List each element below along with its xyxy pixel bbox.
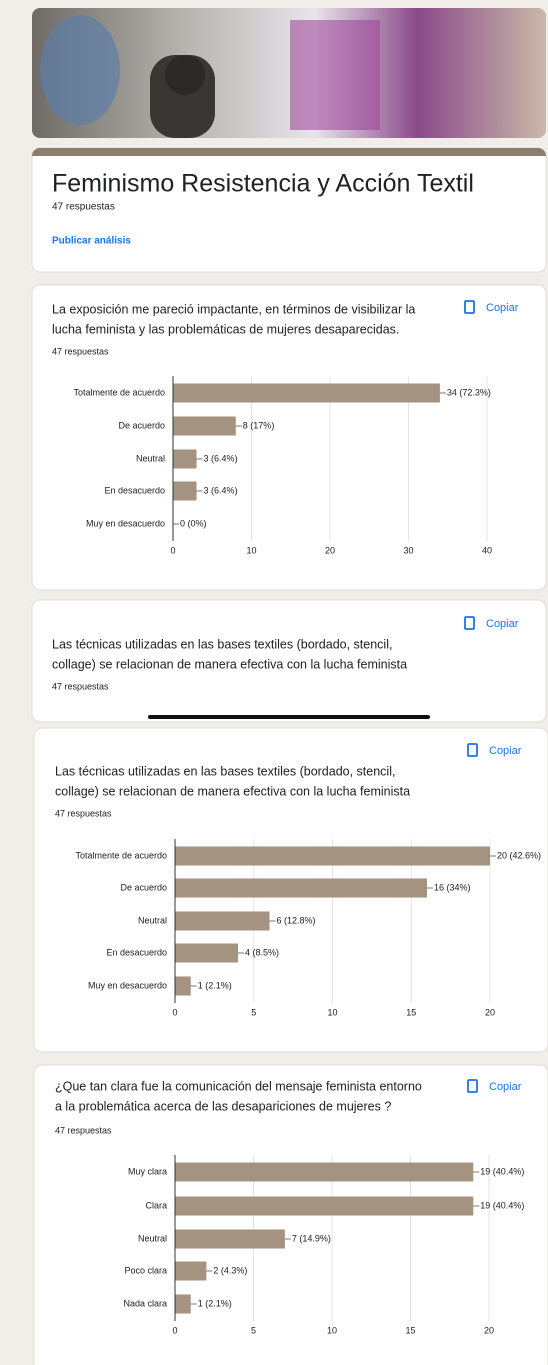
value-label: 19 (40.4%) — [480, 1200, 524, 1210]
bar — [175, 846, 490, 866]
value-label: 20 (42.6%) — [497, 850, 541, 860]
value-label: 0 (0%) — [180, 518, 207, 528]
question-title: a la problemática acerca de las desapari… — [55, 1099, 391, 1113]
question-title: La exposición me pareció impactante, en … — [52, 302, 415, 316]
bar — [173, 383, 440, 403]
value-label: 4 (8.5%) — [245, 947, 279, 957]
value-label: 6 (12.8%) — [277, 915, 316, 925]
bar — [175, 911, 270, 931]
category-label: Muy en desacuerdo — [88, 980, 167, 990]
bar — [175, 976, 191, 996]
bar — [173, 416, 236, 436]
copy-button[interactable]: Copiar — [489, 745, 522, 757]
x-tick-label: 20 — [325, 545, 335, 555]
card — [31, 284, 547, 591]
category-label: En desacuerdo — [106, 947, 167, 957]
response-count: 47 respuestas — [55, 1125, 112, 1135]
bar — [175, 1294, 191, 1314]
question-card: Copiar Las técnicas utilizadas en las bas… — [33, 727, 548, 1053]
x-tick-label: 5 — [251, 1007, 256, 1017]
bar — [175, 1162, 474, 1182]
bar — [173, 449, 197, 469]
x-tick-label: 10 — [246, 545, 256, 555]
category-label: Clara — [145, 1200, 167, 1210]
question-title: collage) se relacionan de manera efectiv… — [52, 657, 407, 671]
copy-icon[interactable] — [467, 743, 478, 757]
bar — [175, 878, 427, 898]
value-label: 3 (6.4%) — [204, 485, 238, 495]
question-card: Copiar Las técnicas utilizadas en las bas… — [31, 599, 547, 723]
category-label: Neutral — [136, 453, 165, 463]
bar — [173, 481, 197, 501]
value-label: 7 (14.9%) — [292, 1233, 331, 1243]
category-label: Muy clara — [128, 1166, 167, 1176]
copy-icon[interactable] — [464, 300, 475, 314]
value-label: 19 (40.4%) — [480, 1166, 524, 1176]
question-title: Las técnicas utilizadas en las bases tex… — [55, 764, 395, 778]
value-label: 8 (17%) — [243, 420, 275, 430]
x-tick-label: 10 — [327, 1007, 337, 1017]
header-card: Feminismo Resistencia y Acción Textil 47… — [31, 147, 547, 273]
question-title: ¿Que tan clara fue la comunicación del m… — [55, 1079, 422, 1093]
copy-button[interactable]: Copiar — [486, 618, 519, 630]
copy-icon[interactable] — [467, 1079, 478, 1093]
category-label: Poco clara — [124, 1265, 167, 1275]
copy-icon[interactable] — [464, 616, 475, 630]
value-label: 3 (6.4%) — [204, 453, 238, 463]
response-count: 47 respuestas — [52, 346, 109, 356]
bar — [175, 1229, 285, 1249]
x-tick-label: 0 — [172, 1325, 177, 1335]
copy-button[interactable]: Copiar — [486, 302, 519, 314]
banner — [32, 8, 546, 138]
x-tick-label: 10 — [327, 1325, 337, 1335]
category-label: Neutral — [138, 1233, 167, 1243]
x-tick-label: 40 — [482, 545, 492, 555]
x-tick-label: 20 — [485, 1007, 495, 1017]
category-label: De acuerdo — [118, 420, 165, 430]
response-count: 47 respuestas — [55, 808, 112, 818]
bar — [175, 1196, 474, 1216]
form-title: Feminismo Resistencia y Acción Textil — [52, 170, 474, 198]
category-label: Nada clara — [123, 1298, 167, 1308]
value-label: 34 (72.3%) — [447, 387, 491, 397]
copy-button[interactable]: Copiar — [489, 1081, 522, 1093]
question-card: Copiar ¿Que tan clara fue la comunicación… — [33, 1064, 548, 1365]
value-label: 2 (4.3%) — [213, 1265, 247, 1275]
value-label: 1 (2.1%) — [198, 1298, 232, 1308]
category-label: Totalmente de acuerdo — [73, 387, 165, 397]
x-tick-label: 15 — [406, 1007, 416, 1017]
x-tick-label: 0 — [170, 545, 175, 555]
category-label: Neutral — [138, 915, 167, 925]
category-label: De acuerdo — [120, 882, 167, 892]
card — [31, 599, 547, 723]
value-label: 1 (2.1%) — [198, 980, 232, 990]
bar — [175, 1261, 207, 1281]
x-tick-label: 20 — [484, 1325, 494, 1335]
x-tick-label: 15 — [405, 1325, 415, 1335]
value-label: 16 (34%) — [434, 882, 471, 892]
question-card: Copiar La exposición me pareció impactant… — [31, 284, 547, 591]
x-tick-label: 0 — [172, 1007, 177, 1017]
question-title: lucha feminista y las problemáticas de m… — [52, 322, 399, 336]
category-label: Totalmente de acuerdo — [75, 850, 167, 860]
publish-link[interactable]: Publicar análisis — [52, 236, 131, 247]
question-title: collage) se relacionan de manera efectiv… — [55, 784, 410, 798]
x-tick-label: 5 — [251, 1325, 256, 1335]
x-tick-label: 30 — [403, 545, 413, 555]
response-count: 47 respuestas — [52, 681, 109, 691]
question-title: Las técnicas utilizadas en las bases tex… — [52, 637, 392, 651]
response-count: 47 respuestas — [52, 202, 115, 213]
category-label: En desacuerdo — [104, 485, 165, 495]
category-label: Muy en desacuerdo — [86, 518, 165, 528]
bar — [175, 943, 238, 963]
